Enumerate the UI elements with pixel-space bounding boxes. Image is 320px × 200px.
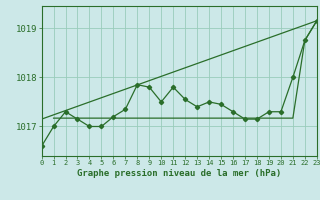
X-axis label: Graphe pression niveau de la mer (hPa): Graphe pression niveau de la mer (hPa): [77, 169, 281, 178]
